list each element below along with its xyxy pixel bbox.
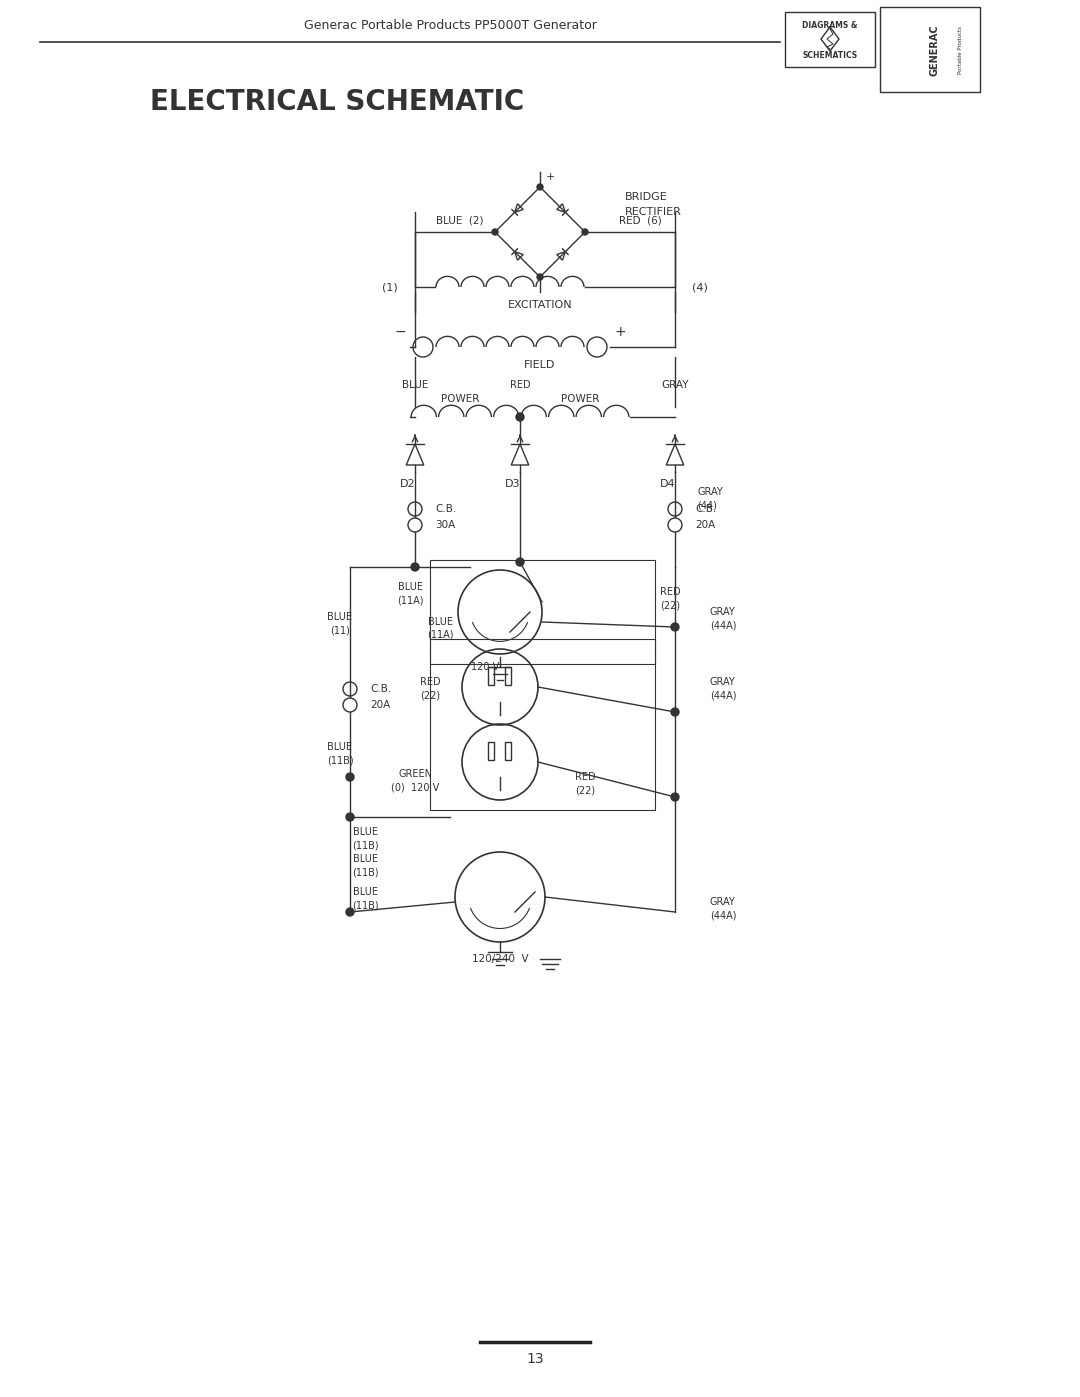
Text: RED  (6): RED (6) [619, 215, 661, 225]
Text: (44): (44) [697, 500, 717, 510]
Text: GRAY: GRAY [710, 897, 735, 907]
Text: BRIDGE: BRIDGE [625, 191, 667, 203]
Circle shape [346, 813, 354, 821]
Circle shape [671, 708, 679, 717]
Text: BLUE: BLUE [352, 854, 378, 863]
Text: (11A): (11A) [396, 595, 423, 605]
Text: POWER: POWER [561, 394, 599, 404]
Text: (1): (1) [382, 282, 397, 292]
Text: FIELD: FIELD [524, 360, 556, 370]
Text: (0)  120 V: (0) 120 V [391, 782, 440, 792]
Bar [785, 13, 875, 67]
Text: +: + [545, 172, 555, 182]
Text: C.B.: C.B. [696, 504, 716, 514]
Text: GRAY: GRAY [710, 678, 735, 687]
Text: BLUE: BLUE [428, 617, 453, 627]
Text: C.B.: C.B. [370, 685, 391, 694]
Text: Generac Portable Products PP5000T Generator: Generac Portable Products PP5000T Genera… [303, 18, 596, 32]
Text: (44A): (44A) [710, 909, 737, 921]
Text: RED: RED [420, 678, 441, 687]
Text: C.B.: C.B. [435, 504, 456, 514]
Bar [430, 560, 654, 664]
Text: BLUE: BLUE [397, 583, 422, 592]
Bar [505, 742, 511, 760]
Text: GREEN: GREEN [399, 768, 432, 780]
Text: GRAY: GRAY [710, 608, 735, 617]
Bar [488, 666, 494, 685]
Text: RECTIFIER: RECTIFIER [625, 207, 681, 217]
Text: (44A): (44A) [710, 620, 737, 630]
Text: 20A: 20A [370, 700, 390, 710]
Bar [488, 742, 494, 760]
Text: (22): (22) [575, 785, 595, 795]
Circle shape [346, 773, 354, 781]
Text: POWER: POWER [441, 394, 480, 404]
Text: (11A): (11A) [427, 629, 454, 638]
Text: D3: D3 [505, 479, 521, 489]
Text: 30A: 30A [435, 520, 456, 529]
Circle shape [411, 563, 419, 571]
Text: −: − [394, 326, 406, 339]
Text: (11): (11) [330, 624, 350, 636]
Text: SCHEMATICS: SCHEMATICS [802, 50, 858, 60]
Text: BLUE: BLUE [352, 827, 378, 837]
Text: BLUE  (2): BLUE (2) [436, 215, 484, 225]
Text: +: + [615, 326, 625, 339]
Bar [880, 7, 980, 92]
Text: (4): (4) [692, 282, 707, 292]
Bar [430, 638, 654, 810]
Text: BLUE: BLUE [402, 380, 428, 390]
Circle shape [516, 414, 524, 420]
Text: 120/240  V: 120/240 V [472, 954, 528, 964]
Text: BLUE: BLUE [327, 612, 352, 622]
Text: (11B): (11B) [352, 868, 378, 877]
Text: (11B): (11B) [352, 840, 378, 849]
Text: D2: D2 [400, 479, 416, 489]
Text: RED: RED [660, 587, 680, 597]
Circle shape [671, 623, 679, 631]
Text: GRAY: GRAY [697, 488, 723, 497]
Circle shape [537, 184, 543, 190]
Text: GRAY: GRAY [661, 380, 689, 390]
Circle shape [671, 793, 679, 800]
Text: DIAGRAMS &: DIAGRAMS & [802, 21, 858, 29]
Text: 13: 13 [526, 1352, 544, 1366]
Text: (11B): (11B) [326, 754, 353, 766]
Text: BLUE: BLUE [327, 742, 352, 752]
Text: BLUE: BLUE [352, 887, 378, 897]
Text: EXCITATION: EXCITATION [508, 300, 572, 310]
Text: GENERAC: GENERAC [930, 24, 940, 75]
Text: 120 V: 120 V [471, 662, 499, 672]
Text: 20A: 20A [696, 520, 715, 529]
Circle shape [537, 274, 543, 279]
Circle shape [516, 557, 524, 566]
Text: (44A): (44A) [710, 690, 737, 700]
Circle shape [346, 908, 354, 916]
Text: Portable Products: Portable Products [958, 27, 962, 74]
Text: RED: RED [510, 380, 530, 390]
Bar [505, 666, 511, 685]
Text: RED: RED [575, 773, 595, 782]
Text: (11B): (11B) [352, 900, 378, 909]
Text: ELECTRICAL SCHEMATIC: ELECTRICAL SCHEMATIC [150, 88, 524, 116]
Text: D4: D4 [660, 479, 676, 489]
Circle shape [582, 229, 588, 235]
Circle shape [492, 229, 498, 235]
Text: (22): (22) [420, 690, 440, 700]
Text: (22): (22) [660, 599, 680, 610]
